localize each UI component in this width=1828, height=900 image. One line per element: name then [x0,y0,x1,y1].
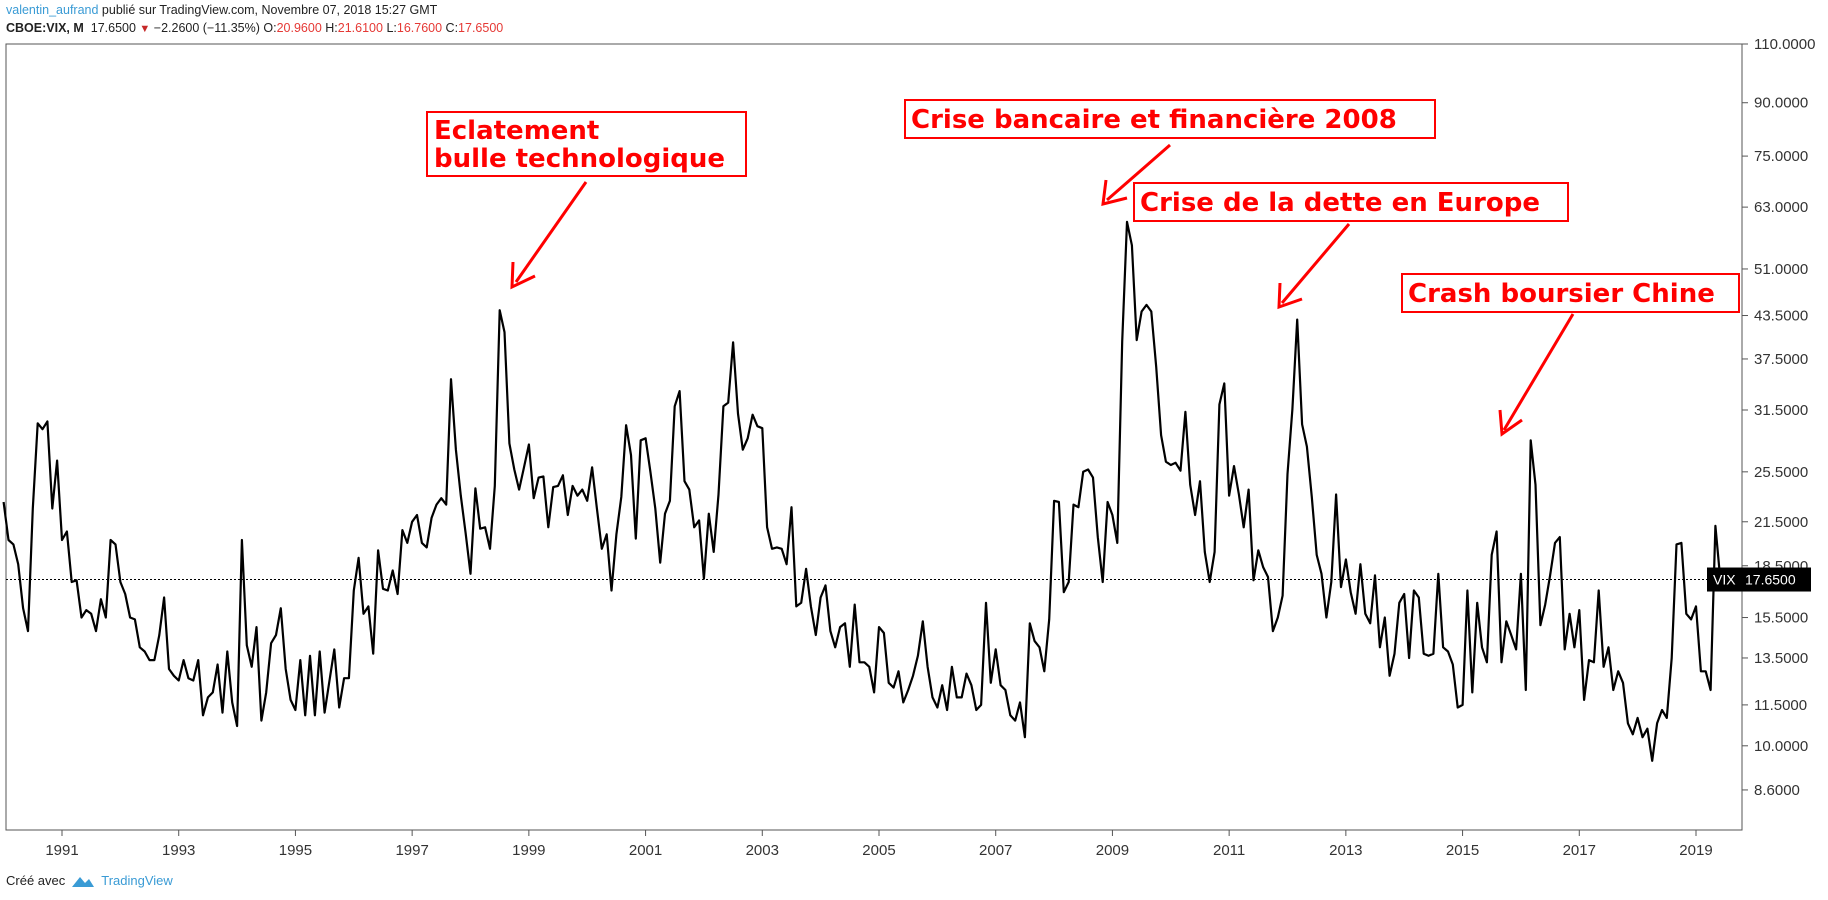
x-tick-label: 2019 [1679,842,1712,859]
ohlc-bar: CBOE:VIX, M 17.6500 ▼ −2.2600 (−11.35%) … [6,21,503,35]
arrow-head-icon [1101,179,1128,206]
annotation-line: Crash boursier Chine [1408,279,1715,309]
x-tick-label: 1997 [395,842,428,859]
y-tick-label: 51.0000 [1754,261,1808,278]
price-tag-value: 17.6500 [1745,572,1796,588]
x-tick-label: 2005 [862,842,895,859]
x-tick-label: 2015 [1446,842,1479,859]
time-axis[interactable]: 1991 1993 1995 1997 1999 2001 2003 2005 2007 2009… [45,830,1713,859]
annotation-arrow-shaft [1106,143,1171,202]
annotation-tech-bubble[interactable]: Eclatement bulle technologique [426,111,747,290]
price-tag-box [1707,567,1811,592]
x-tick-label: 1999 [512,842,545,859]
x-tick-label: 1991 [45,842,78,859]
x-tick-label: 2013 [1329,842,1362,859]
annotation-box [1401,273,1740,313]
annotation-arrow-shaft [514,181,588,283]
annotation-arrow-shaft [1280,223,1351,304]
last-value: 17.6500 [90,21,136,35]
annotation-line: Crise de la dette en Europe [1140,188,1540,218]
y-tick-label: 13.5000 [1754,650,1808,667]
arrow-head-icon [1498,409,1523,437]
arrow-head-icon [510,261,536,290]
open-label: O: [263,21,277,35]
high-label: H: [325,21,338,35]
annotation-line: Crise bancaire et financière 2008 [911,105,1397,135]
annotation-box [904,99,1436,139]
x-tick-label: 2011 [1213,842,1245,859]
created-with-label: Créé avec [6,873,66,888]
annotation-crisis-2008[interactable]: Crise bancaire et financière 2008 [904,99,1436,206]
x-tick-label: 2003 [746,842,779,859]
published-text: publié sur TradingView.com, Novembre 07,… [101,3,438,17]
y-tick-label: 21.5000 [1754,514,1808,531]
y-tick-label: 63.0000 [1754,199,1808,216]
y-tick-label: 43.5000 [1754,308,1808,325]
y-tick-label: 110.0000 [1754,36,1815,53]
annotation-box [426,111,747,177]
footer: Créé avec TradingView [6,873,173,888]
y-tick-label: 31.5000 [1754,402,1808,419]
annotation-line: bulle technologique [434,144,725,174]
high-value: 21.6100 [337,21,383,35]
current-price-tag: VIX 17.6500 [1707,567,1811,592]
low-label: L: [386,21,397,35]
y-tick-label: 10.0000 [1754,738,1808,755]
close-label: C: [445,21,459,35]
y-tick-label: 90.0000 [1754,95,1808,112]
author-link[interactable]: valentin_aufrand [6,3,99,17]
annotation-china-crash[interactable]: Crash boursier Chine [1401,273,1740,437]
annotation-line: Eclatement [434,116,599,146]
price-tag-symbol: VIX [1713,572,1736,588]
annotation-box [1133,182,1569,222]
low-value: 16.7600 [396,21,443,35]
x-tick-label: 2017 [1563,842,1596,859]
y-tick-label: 8.6000 [1754,782,1800,799]
change-value: −2.2600 (−11.35%) [153,21,260,35]
close-value: 17.6500 [458,21,504,35]
publish-info: valentin_aufrand publié sur TradingView.… [6,3,437,17]
x-tick-label: 1993 [162,842,195,859]
tradingview-logo-icon [72,876,95,887]
tradingview-link[interactable]: TradingView [101,873,173,888]
x-tick-label: 2009 [1096,842,1129,859]
annotation-euro-debt[interactable]: Crise de la dette en Europe [1133,182,1569,310]
y-tick-label: 75.0000 [1754,148,1808,165]
vix-series-line [2,220,1722,762]
y-tick-label: 25.5000 [1754,464,1808,481]
y-tick-label: 11.5000 [1754,697,1807,714]
x-tick-label: 2001 [629,842,662,859]
plot-frame [5,43,1743,831]
arrow-head-icon [1277,282,1303,310]
x-tick-label: 2007 [979,842,1012,859]
x-tick-label: 1995 [279,842,312,859]
symbol-label: CBOE:VIX, M [6,21,84,35]
down-triangle-icon: ▼ [139,23,151,35]
open-value: 20.9600 [276,21,322,35]
price-axis[interactable]: 110.0000 90.0000 75.0000 63.0000 51.0000 43.5… [1742,36,1815,799]
annotation-arrow-shaft [1502,313,1575,431]
y-tick-label: 37.5000 [1754,351,1808,368]
y-tick-label: 15.5000 [1754,610,1808,627]
